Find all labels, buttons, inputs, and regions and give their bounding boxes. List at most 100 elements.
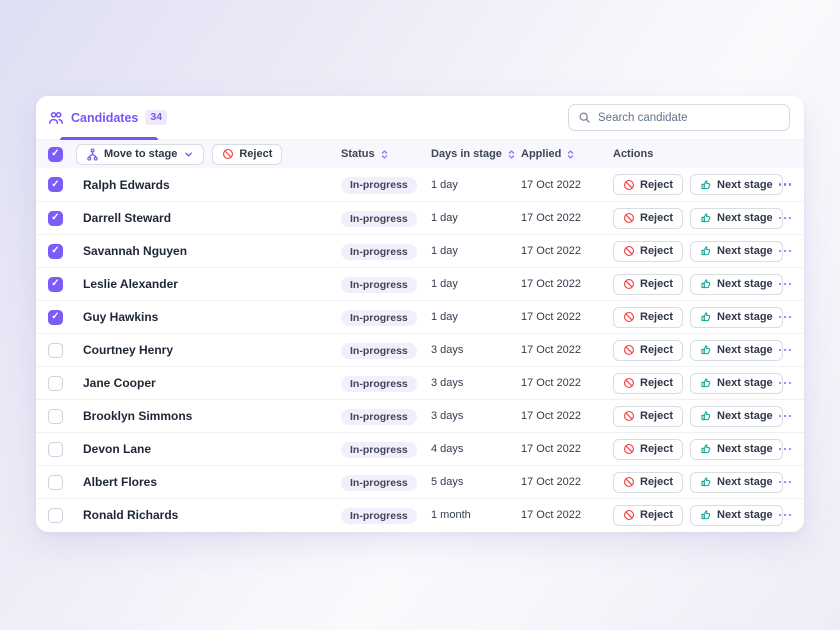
row-checkbox[interactable]	[48, 474, 63, 490]
panel-header: Candidates 34	[36, 96, 804, 140]
status-badge: In-progress	[341, 276, 417, 294]
no-symbol-icon	[623, 509, 635, 521]
more-options-button[interactable]	[772, 275, 798, 293]
status-cell: In-progress	[341, 440, 431, 459]
thumbs-up-icon	[700, 344, 712, 356]
more-options-button[interactable]	[772, 374, 798, 392]
more-options-button[interactable]	[772, 176, 798, 194]
reject-button[interactable]: Reject	[613, 471, 684, 493]
next-stage-button[interactable]: Next stage	[690, 504, 783, 526]
days-in-stage-cell: 1 month	[431, 509, 471, 521]
reject-button[interactable]: Reject	[613, 174, 684, 195]
column-header-actions: Actions	[613, 148, 654, 160]
next-stage-button[interactable]: Next stage	[690, 372, 783, 394]
candidate-name: Albert Flores	[83, 475, 158, 489]
column-header-applied[interactable]: Applied	[521, 148, 613, 160]
next-stage-button[interactable]: Next stage	[690, 273, 783, 295]
table-toolbar: Move to stage Reject Status	[36, 140, 804, 168]
next-stage-button[interactable]: Next stage	[690, 471, 783, 493]
next-stage-button[interactable]: Next stage	[690, 339, 783, 361]
search-candidate-box[interactable]	[568, 104, 790, 131]
thumbs-up-icon	[700, 245, 712, 257]
thumbs-up-icon	[700, 509, 712, 521]
reject-button[interactable]: Reject	[613, 405, 684, 427]
row-checkbox[interactable]	[48, 309, 63, 325]
row-checkbox[interactable]	[48, 375, 63, 391]
reject-button[interactable]: Reject	[613, 273, 684, 295]
reject-button[interactable]: Reject	[613, 207, 684, 229]
next-stage-button[interactable]: Next stage	[690, 438, 783, 460]
reject-button[interactable]: Reject	[613, 372, 684, 394]
reject-button[interactable]: Reject	[613, 504, 684, 526]
row-checkbox[interactable]	[48, 342, 63, 358]
row-checkbox[interactable]	[48, 408, 63, 424]
table-row: Ronald Richards In-progress 1 month 17 O…	[36, 498, 804, 531]
more-options-button[interactable]	[772, 308, 798, 326]
applied-date-cell: 17 Oct 2022	[521, 476, 581, 488]
days-in-stage-cell: 5 days	[431, 476, 464, 488]
column-header-days-in-stage[interactable]: Days in stage	[431, 148, 521, 160]
search-input[interactable]	[598, 111, 780, 124]
row-checkbox[interactable]	[48, 441, 63, 457]
next-stage-button[interactable]: Next stage	[690, 405, 783, 427]
table-row: Brooklyn Simmons In-progress 3 days 17 O…	[36, 399, 804, 432]
reject-button[interactable]: Reject	[613, 339, 684, 361]
no-symbol-icon	[623, 377, 635, 389]
move-to-stage-label: Move to stage	[104, 148, 178, 160]
no-symbol-icon	[623, 344, 635, 356]
row-actions: Reject Next stage	[613, 339, 783, 361]
no-symbol-icon	[623, 311, 635, 323]
status-badge: In-progress	[341, 441, 417, 459]
no-symbol-icon	[222, 148, 234, 160]
row-actions: Reject Next stage	[613, 240, 783, 262]
reject-button[interactable]: Reject	[613, 438, 684, 460]
more-options-button[interactable]	[772, 242, 798, 260]
reject-button[interactable]: Reject	[613, 240, 684, 262]
row-checkbox[interactable]	[48, 507, 63, 523]
next-stage-button[interactable]: Next stage	[690, 207, 783, 229]
more-options-button[interactable]	[772, 407, 798, 425]
row-checkbox[interactable]	[48, 177, 63, 192]
row-checkbox[interactable]	[48, 210, 63, 226]
select-all-checkbox[interactable]	[48, 146, 63, 162]
status-cell: In-progress	[341, 341, 431, 360]
status-cell: In-progress	[341, 473, 431, 492]
row-actions: Reject Next stage	[613, 306, 783, 328]
row-checkbox[interactable]	[48, 243, 63, 259]
applied-date-cell: 17 Oct 2022	[521, 443, 581, 455]
no-symbol-icon	[623, 179, 635, 191]
row-checkbox[interactable]	[48, 276, 63, 292]
candidate-count-badge: 34	[145, 110, 168, 125]
search-icon	[578, 111, 591, 124]
column-header-status[interactable]: Status	[341, 148, 431, 160]
status-badge: In-progress	[341, 408, 417, 426]
next-stage-button[interactable]: Next stage	[690, 174, 783, 195]
next-stage-button[interactable]: Next stage	[690, 240, 783, 262]
reject-button[interactable]: Reject	[613, 306, 684, 328]
status-cell: In-progress	[341, 175, 431, 194]
days-in-stage-cell: 4 days	[431, 443, 464, 455]
table-row: Ralph Edwards In-progress 1 day 17 Oct 2…	[36, 168, 804, 201]
no-symbol-icon	[623, 278, 635, 290]
days-in-stage-cell: 1 day	[431, 278, 458, 290]
status-cell: In-progress	[341, 374, 431, 393]
bulk-reject-button[interactable]: Reject	[212, 143, 283, 165]
row-actions: Reject Next stage	[613, 207, 783, 229]
bulk-reject-label: Reject	[239, 148, 273, 160]
more-options-button[interactable]	[772, 473, 798, 491]
candidate-name: Savannah Nguyen	[83, 244, 188, 258]
tab-candidates[interactable]: Candidates 34	[48, 96, 168, 140]
status-badge: In-progress	[341, 243, 417, 261]
status-cell: In-progress	[341, 209, 431, 228]
more-options-button[interactable]	[772, 440, 798, 458]
applied-date-cell: 17 Oct 2022	[521, 212, 581, 224]
more-options-button[interactable]	[772, 341, 798, 359]
no-symbol-icon	[623, 245, 635, 257]
more-options-button[interactable]	[772, 506, 798, 524]
move-to-stage-button[interactable]: Move to stage	[76, 143, 205, 165]
more-options-button[interactable]	[772, 209, 798, 227]
candidate-name: Darrell Steward	[83, 211, 172, 225]
next-stage-button[interactable]: Next stage	[690, 306, 783, 328]
sort-icon	[565, 149, 576, 160]
table-body: Ralph Edwards In-progress 1 day 17 Oct 2…	[36, 168, 804, 531]
